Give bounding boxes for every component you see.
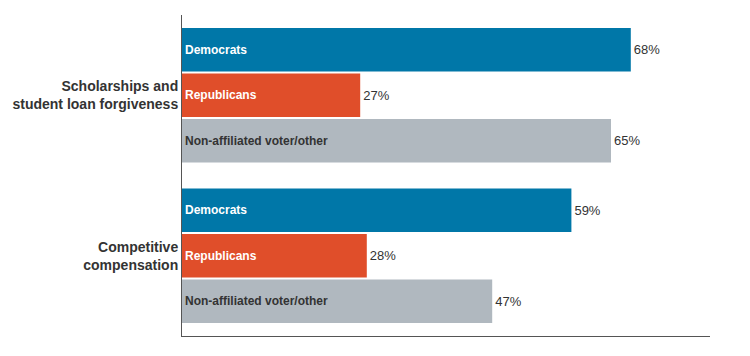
- svg-text:27%: 27%: [363, 88, 389, 103]
- svg-text:68%: 68%: [634, 42, 660, 57]
- svg-text:Competitivecompensation: Competitivecompensation: [83, 239, 178, 273]
- svg-text:Democrats: Democrats: [185, 43, 247, 57]
- svg-text:28%: 28%: [370, 248, 396, 263]
- svg-text:Republicans: Republicans: [185, 88, 257, 102]
- svg-text:47%: 47%: [495, 294, 521, 309]
- svg-text:Non-affiliated voter/other: Non-affiliated voter/other: [185, 134, 328, 148]
- svg-text:Republicans: Republicans: [185, 249, 257, 263]
- svg-text:59%: 59%: [574, 203, 600, 218]
- svg-text:65%: 65%: [614, 133, 640, 148]
- svg-text:Scholarships andstudent loan f: Scholarships andstudent loan forgiveness: [12, 78, 178, 112]
- svg-text:Non-affiliated voter/other: Non-affiliated voter/other: [185, 294, 328, 308]
- svg-text:Democrats: Democrats: [185, 203, 247, 217]
